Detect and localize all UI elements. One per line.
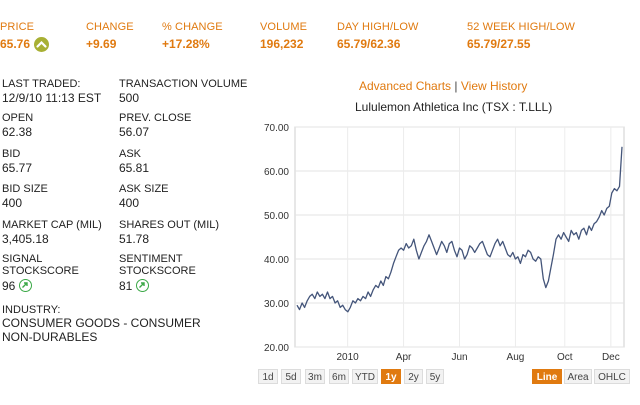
signal-trend-up-icon bbox=[19, 279, 32, 292]
last-traded-label: LAST TRADED: bbox=[2, 78, 81, 90]
prev-close-label: PREV. CLOSE bbox=[119, 112, 192, 124]
price-value: 65.76 bbox=[0, 37, 31, 51]
signal-stockscore-label: STOCKSCORE bbox=[2, 265, 79, 277]
volume-value: 196,232 bbox=[260, 37, 304, 51]
bid-label: BID bbox=[2, 148, 21, 160]
transaction-volume-value: 500 bbox=[119, 91, 140, 105]
range-button-6m[interactable]: 6m bbox=[329, 369, 349, 384]
range-button-1d[interactable]: 1d bbox=[258, 369, 278, 384]
range-button-5d[interactable]: 5d bbox=[281, 369, 301, 384]
market-cap-label: MARKET CAP (MIL) bbox=[2, 219, 102, 231]
chart-type-area[interactable]: Area bbox=[564, 369, 592, 384]
x-tick-label: Jun bbox=[451, 352, 467, 363]
y-tick-label: 60.00 bbox=[264, 167, 289, 178]
industry-value-line1: CONSUMER GOODS - CONSUMER bbox=[2, 316, 201, 330]
day-high-low-label: DAY HIGH/LOW bbox=[337, 21, 419, 33]
pct-change-label: % CHANGE bbox=[162, 21, 223, 33]
open-value: 62.38 bbox=[2, 125, 33, 139]
chart-title: Lululemon Athletica Inc (TSX : T.LLL) bbox=[355, 100, 553, 114]
range-button-5y[interactable]: 5y bbox=[426, 369, 444, 384]
chart-type-line[interactable]: Line bbox=[532, 369, 562, 384]
price-label: PRICE bbox=[0, 21, 35, 33]
sentiment-trend-up-icon bbox=[136, 279, 149, 292]
prev-close-value: 56.07 bbox=[119, 125, 150, 139]
chart-links: Advanced Charts | View History bbox=[359, 79, 527, 93]
ask-size-value: 400 bbox=[119, 196, 140, 210]
y-tick-label: 70.00 bbox=[264, 123, 289, 134]
industry-label: INDUSTRY: bbox=[2, 304, 61, 316]
x-tick-label: Aug bbox=[507, 352, 525, 363]
range-button-ytd[interactable]: YTD bbox=[352, 369, 378, 384]
x-tick-label: 2010 bbox=[337, 352, 360, 363]
market-cap-value: 3,405.18 bbox=[2, 232, 49, 246]
range-button-2y[interactable]: 2y bbox=[404, 369, 423, 384]
x-tick-label: Dec bbox=[602, 352, 620, 363]
week52-high-low-value: 65.79/27.55 bbox=[467, 37, 531, 51]
change-label: CHANGE bbox=[86, 21, 134, 33]
signal-stockscore-value: 96 bbox=[2, 279, 16, 293]
y-tick-label: 20.00 bbox=[264, 343, 289, 354]
range-button-1y[interactable]: 1y bbox=[381, 369, 401, 384]
advanced-charts-link[interactable]: Advanced Charts bbox=[359, 79, 452, 93]
view-history-link[interactable]: View History bbox=[460, 79, 528, 93]
up-arrow-icon bbox=[34, 37, 49, 52]
price-chart[interactable]: 70.00 60.00 50.00 40.00 30.00 20.00 2010 Apr Jun… bbox=[255, 118, 640, 368]
open-label: OPEN bbox=[2, 112, 34, 124]
chart-type-ohlc[interactable]: OHLC bbox=[594, 369, 630, 384]
bid-value: 65.77 bbox=[2, 161, 33, 175]
y-tick-label: 40.00 bbox=[264, 255, 289, 266]
last-traded-value: 12/9/10 11:13 EST bbox=[2, 91, 102, 105]
shares-out-value: 51.78 bbox=[119, 232, 150, 246]
ask-size-label: ASK SIZE bbox=[119, 183, 169, 195]
y-tick-label: 30.00 bbox=[264, 299, 289, 310]
shares-out-label: SHARES OUT (MIL) bbox=[119, 219, 220, 231]
link-separator: | bbox=[454, 79, 458, 93]
x-tick-label: Oct bbox=[557, 352, 573, 363]
bid-size-value: 400 bbox=[2, 196, 23, 210]
day-high-low-value: 65.79/62.36 bbox=[337, 37, 401, 51]
sentiment-stockscore-label: STOCKSCORE bbox=[119, 265, 196, 277]
sentiment-stockscore-value: 81 bbox=[119, 279, 133, 293]
signal-label: SIGNAL bbox=[2, 253, 43, 265]
transaction-volume-label: TRANSACTION VOLUME bbox=[119, 78, 248, 90]
x-tick-label: Apr bbox=[396, 352, 412, 363]
ask-value: 65.81 bbox=[119, 161, 150, 175]
pct-change-value: +17.28% bbox=[162, 37, 210, 51]
price-series-line bbox=[296, 146, 623, 313]
change-value: +9.69 bbox=[86, 37, 117, 51]
bid-size-label: BID SIZE bbox=[2, 183, 48, 195]
range-button-3m[interactable]: 3m bbox=[305, 369, 325, 384]
y-tick-label: 50.00 bbox=[264, 211, 289, 222]
week52-high-low-label: 52 WEEK HIGH/LOW bbox=[467, 21, 575, 33]
sentiment-label: SENTIMENT bbox=[119, 253, 183, 265]
volume-label: VOLUME bbox=[260, 21, 308, 33]
ask-label: ASK bbox=[119, 148, 142, 160]
industry-value-line2: NON-DURABLES bbox=[2, 330, 98, 344]
